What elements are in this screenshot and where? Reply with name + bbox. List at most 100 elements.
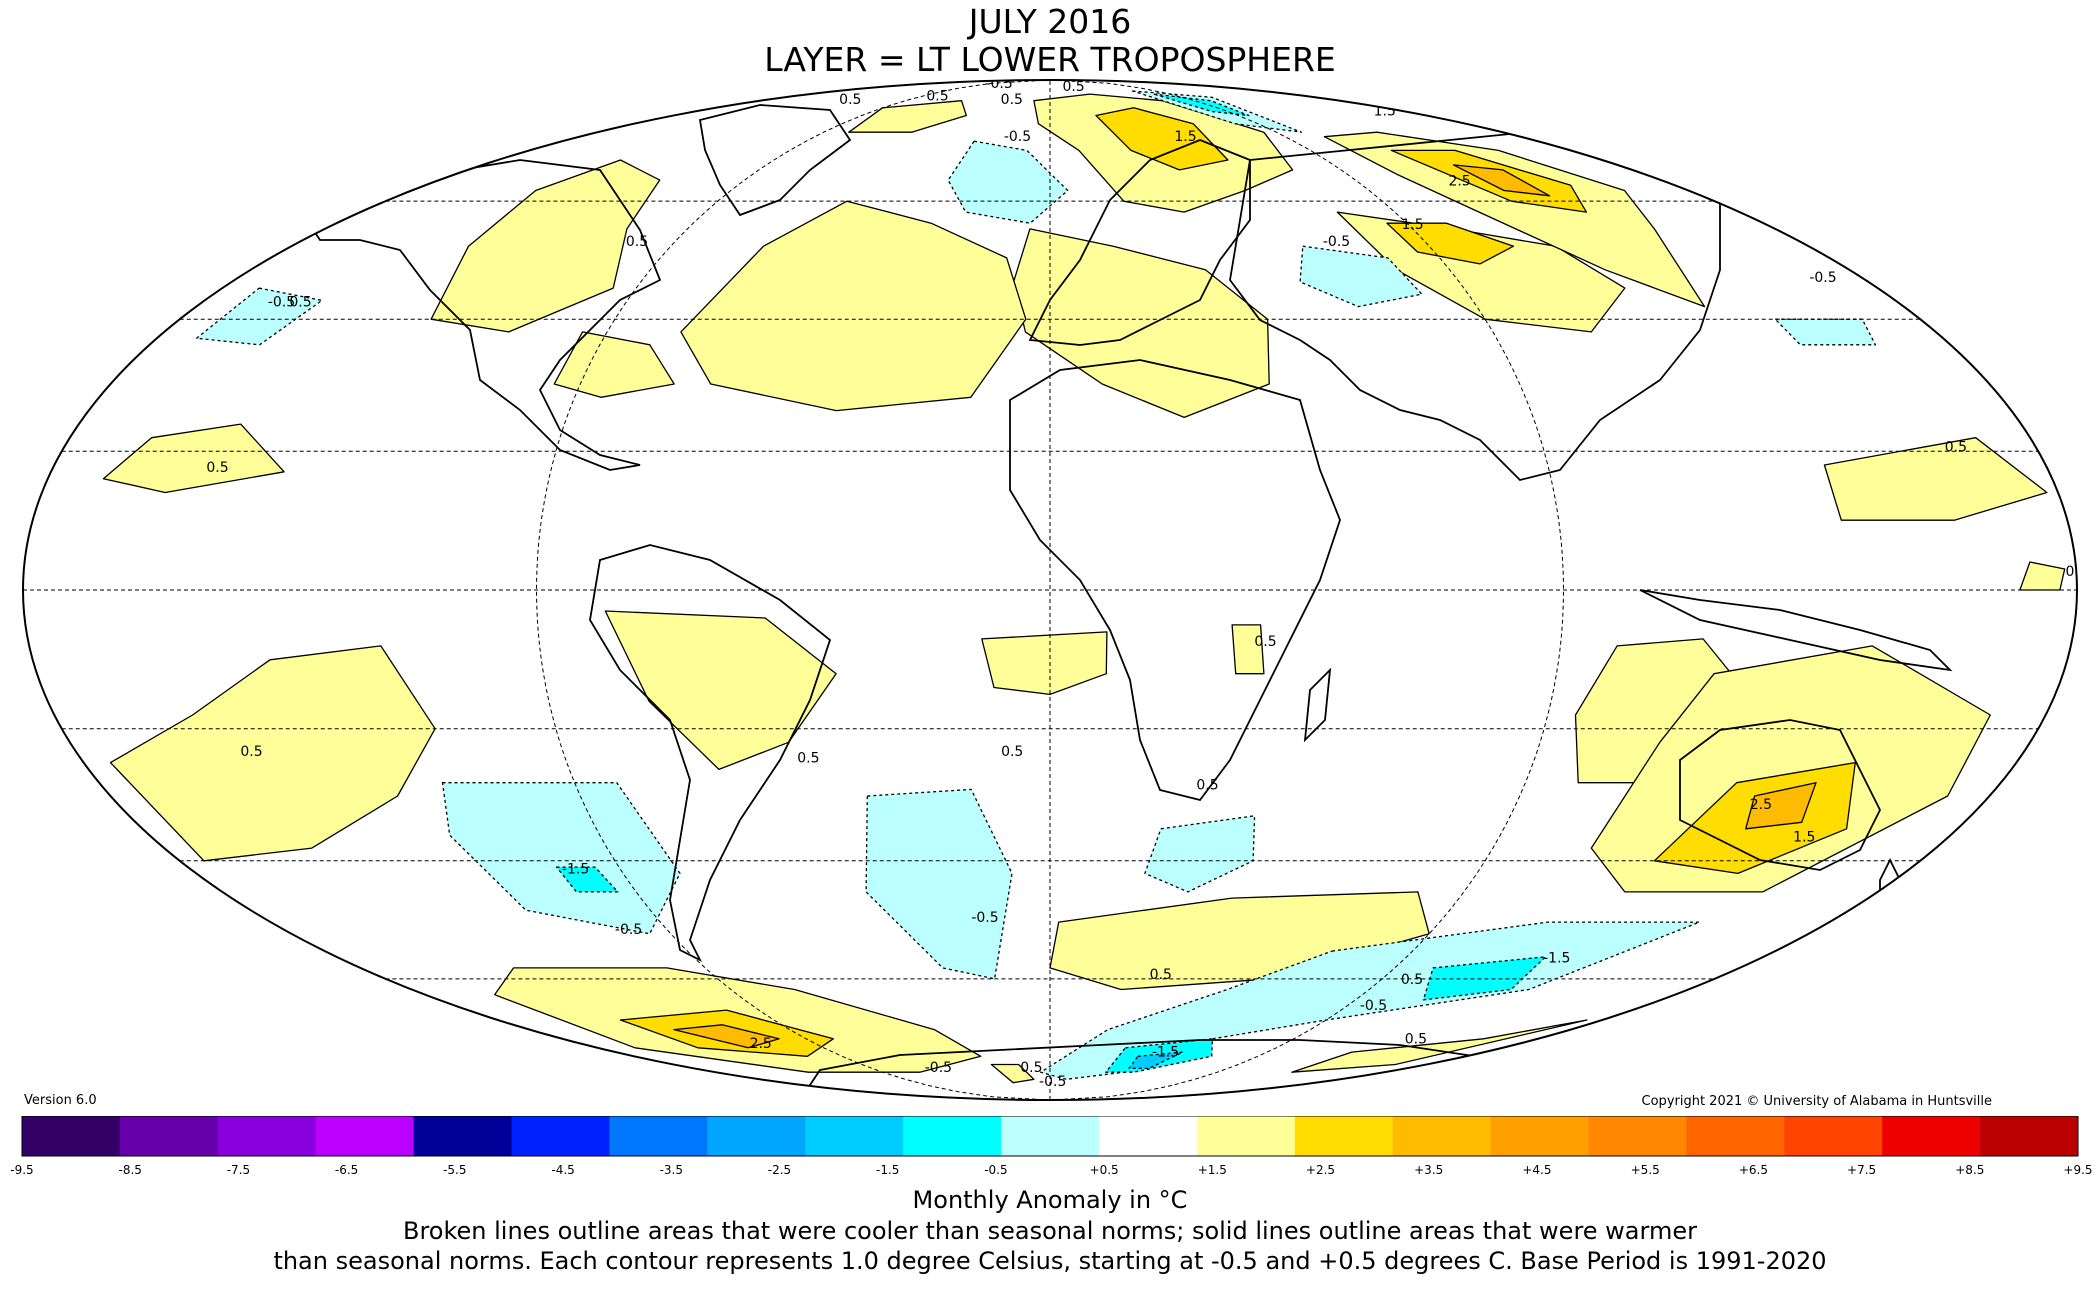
colorbar-swatch (1490, 1116, 1589, 1156)
warm-anomaly-region (1386, 222, 1515, 265)
colorbar-tick-label: +1.5 (1198, 1163, 1227, 1177)
map-title: JULY 2016 (968, 2, 1132, 41)
contour-label: 0.5 (2065, 564, 2087, 580)
colorbar-outline (21, 1116, 2079, 1157)
meridian-line (535, 80, 1051, 1100)
contour-label: -1.5 (1543, 950, 1570, 966)
contour-label: 2.5 (1448, 173, 1470, 189)
colorbar-swatch (511, 1116, 610, 1156)
contour-label: -0.5 (1323, 234, 1350, 250)
colorbar-tick-label: +2.5 (1306, 1163, 1335, 1177)
colorbar-swatch (1686, 1116, 1785, 1156)
colorbar-tick-label: +0.5 (1090, 1163, 1119, 1177)
warm-anomaly-region (680, 200, 1027, 412)
contour-label: -0.5 (1809, 270, 1836, 286)
contour-label: 0.5 (839, 92, 861, 108)
globe-border (22, 79, 2078, 1101)
contour-label: 2.5 (750, 1036, 772, 1052)
colorbar: -9.5 -8.5 -7.5 -6.5 -5.5 -4.5 -3.5 -2.5 -1.5 -0.5… (10, 1116, 2093, 1177)
south-america-outline (589, 544, 832, 963)
map-subtitle: LAYER = LT LOWER TROPOSPHERE (764, 40, 1336, 79)
colorbar-tick-label: -5.5 (443, 1163, 466, 1177)
contour-label: 0.5 (240, 744, 262, 760)
colorbar-tick-label: -0.5 (984, 1163, 1007, 1177)
colorbar-tick-label: +3.5 (1414, 1163, 1443, 1177)
colorbar-ticks: -9.5 -8.5 -7.5 -6.5 -5.5 -4.5 -3.5 -2.5 -1.5 -0.5… (10, 1163, 2092, 1177)
colorbar-swatch (609, 1116, 708, 1156)
madagascar-outline (1303, 667, 1332, 743)
contour-label: 0.5 (289, 295, 311, 311)
colorbar-swatch (1196, 1116, 1296, 1156)
colorbar-swatch (1098, 1116, 1198, 1156)
antarctica-outline (798, 1039, 1702, 1100)
colorbar-tick-label: +8.5 (1955, 1163, 1984, 1177)
colorbar-swatch (119, 1116, 219, 1156)
cool-anomaly-region (1299, 245, 1423, 308)
warm-anomaly-region (673, 1024, 780, 1049)
warm-anomaly-region (2019, 561, 2066, 591)
contour-label: -0.5 (925, 1060, 952, 1076)
meridian-line (1049, 80, 1565, 1100)
contour-label: 1.5 (1401, 217, 1423, 233)
cool-anomaly-region (1774, 318, 1877, 346)
cool-anomaly-region (441, 782, 681, 935)
contour-label: 0.5 (926, 89, 948, 105)
colorbar-tick-label: -6.5 (335, 1163, 358, 1177)
cool-anomaly-region (1144, 815, 1256, 893)
colorbar-swatch (1980, 1116, 2079, 1156)
warm-anomaly-region (990, 1063, 1035, 1084)
colorbar-swatch (413, 1116, 513, 1156)
new-zealand-outline (1879, 857, 1902, 903)
units-label: Monthly Anomaly in °C (912, 1186, 1188, 1214)
contour-label: 1.5 (1793, 830, 1815, 846)
anomaly-fields: 0.5 0.5 0.5 0.5 1.5 1.5 2.5 1.5 0.5 0.5 0.5 0.5 0.5 0… (23, 76, 2087, 1100)
colorbar-tick-label: +4.5 (1522, 1163, 1551, 1177)
colorbar-swatch (805, 1116, 904, 1156)
contour-label: -0.5 (1039, 1074, 1066, 1090)
contour-label: 0.5 (1254, 634, 1276, 650)
colorbar-tick-label: +5.5 (1631, 1163, 1660, 1177)
greenland-outline (698, 104, 852, 217)
contour-label: 0.5 (1945, 439, 1967, 455)
contour-label: -0.5 (1360, 998, 1387, 1014)
colorbar-tick-label: -3.5 (660, 1163, 683, 1177)
warm-anomaly-region (1452, 164, 1551, 197)
colorbar-swatch (707, 1116, 806, 1156)
warm-anomaly-region (1745, 782, 1817, 830)
contour-label: -0.5 (268, 295, 295, 311)
north-america-outline (298, 159, 662, 471)
australia-outline (1679, 719, 1882, 871)
colorbar-swatch (1001, 1116, 1100, 1156)
contour-label: 0.5 (1401, 972, 1423, 988)
contour-label: -0.5 (971, 910, 998, 926)
graticule (23, 80, 2077, 1100)
caption-line-1: Broken lines outline areas that were coo… (403, 1217, 1697, 1245)
contour-label: -0.5 (985, 76, 1012, 92)
warm-anomaly-region (1823, 437, 2048, 521)
colorbar-swatch (22, 1116, 121, 1156)
colorbar-tick-label: -9.5 (10, 1163, 33, 1177)
colorbar-tick-label: -1.5 (876, 1163, 899, 1177)
colorbar-swatch (1294, 1116, 1394, 1156)
contour-label: -0.5 (1004, 129, 1031, 145)
contour-label: 1.5 (1174, 129, 1196, 145)
contour-label: 0.5 (1001, 92, 1023, 108)
colorbar-swatch (1588, 1116, 1687, 1156)
colorbar-tick-label: +7.5 (1847, 1163, 1876, 1177)
warm-anomaly-region (102, 423, 285, 494)
contour-label: 2.5 (1750, 797, 1772, 813)
contour-label: -1.5 (1152, 1044, 1179, 1060)
colorbar-swatch (1784, 1116, 1883, 1156)
colorbar-tick-label: +9.5 (2063, 1163, 2092, 1177)
warm-anomaly-region (430, 159, 661, 333)
continent-outlines (298, 104, 1953, 1100)
cool-anomaly-region (195, 287, 323, 346)
africa-outline (1009, 359, 1341, 802)
contour-label: 0.5 (206, 460, 228, 476)
colorbar-swatch (903, 1116, 1002, 1156)
indonesia-outline (1639, 589, 1953, 672)
colorbar-blocks (21, 1116, 2079, 1157)
caption-line-2: than seasonal norms. Each contour repres… (273, 1247, 1827, 1275)
colorbar-tick-label: -7.5 (227, 1163, 250, 1177)
contour-label: 0.5 (797, 751, 819, 767)
